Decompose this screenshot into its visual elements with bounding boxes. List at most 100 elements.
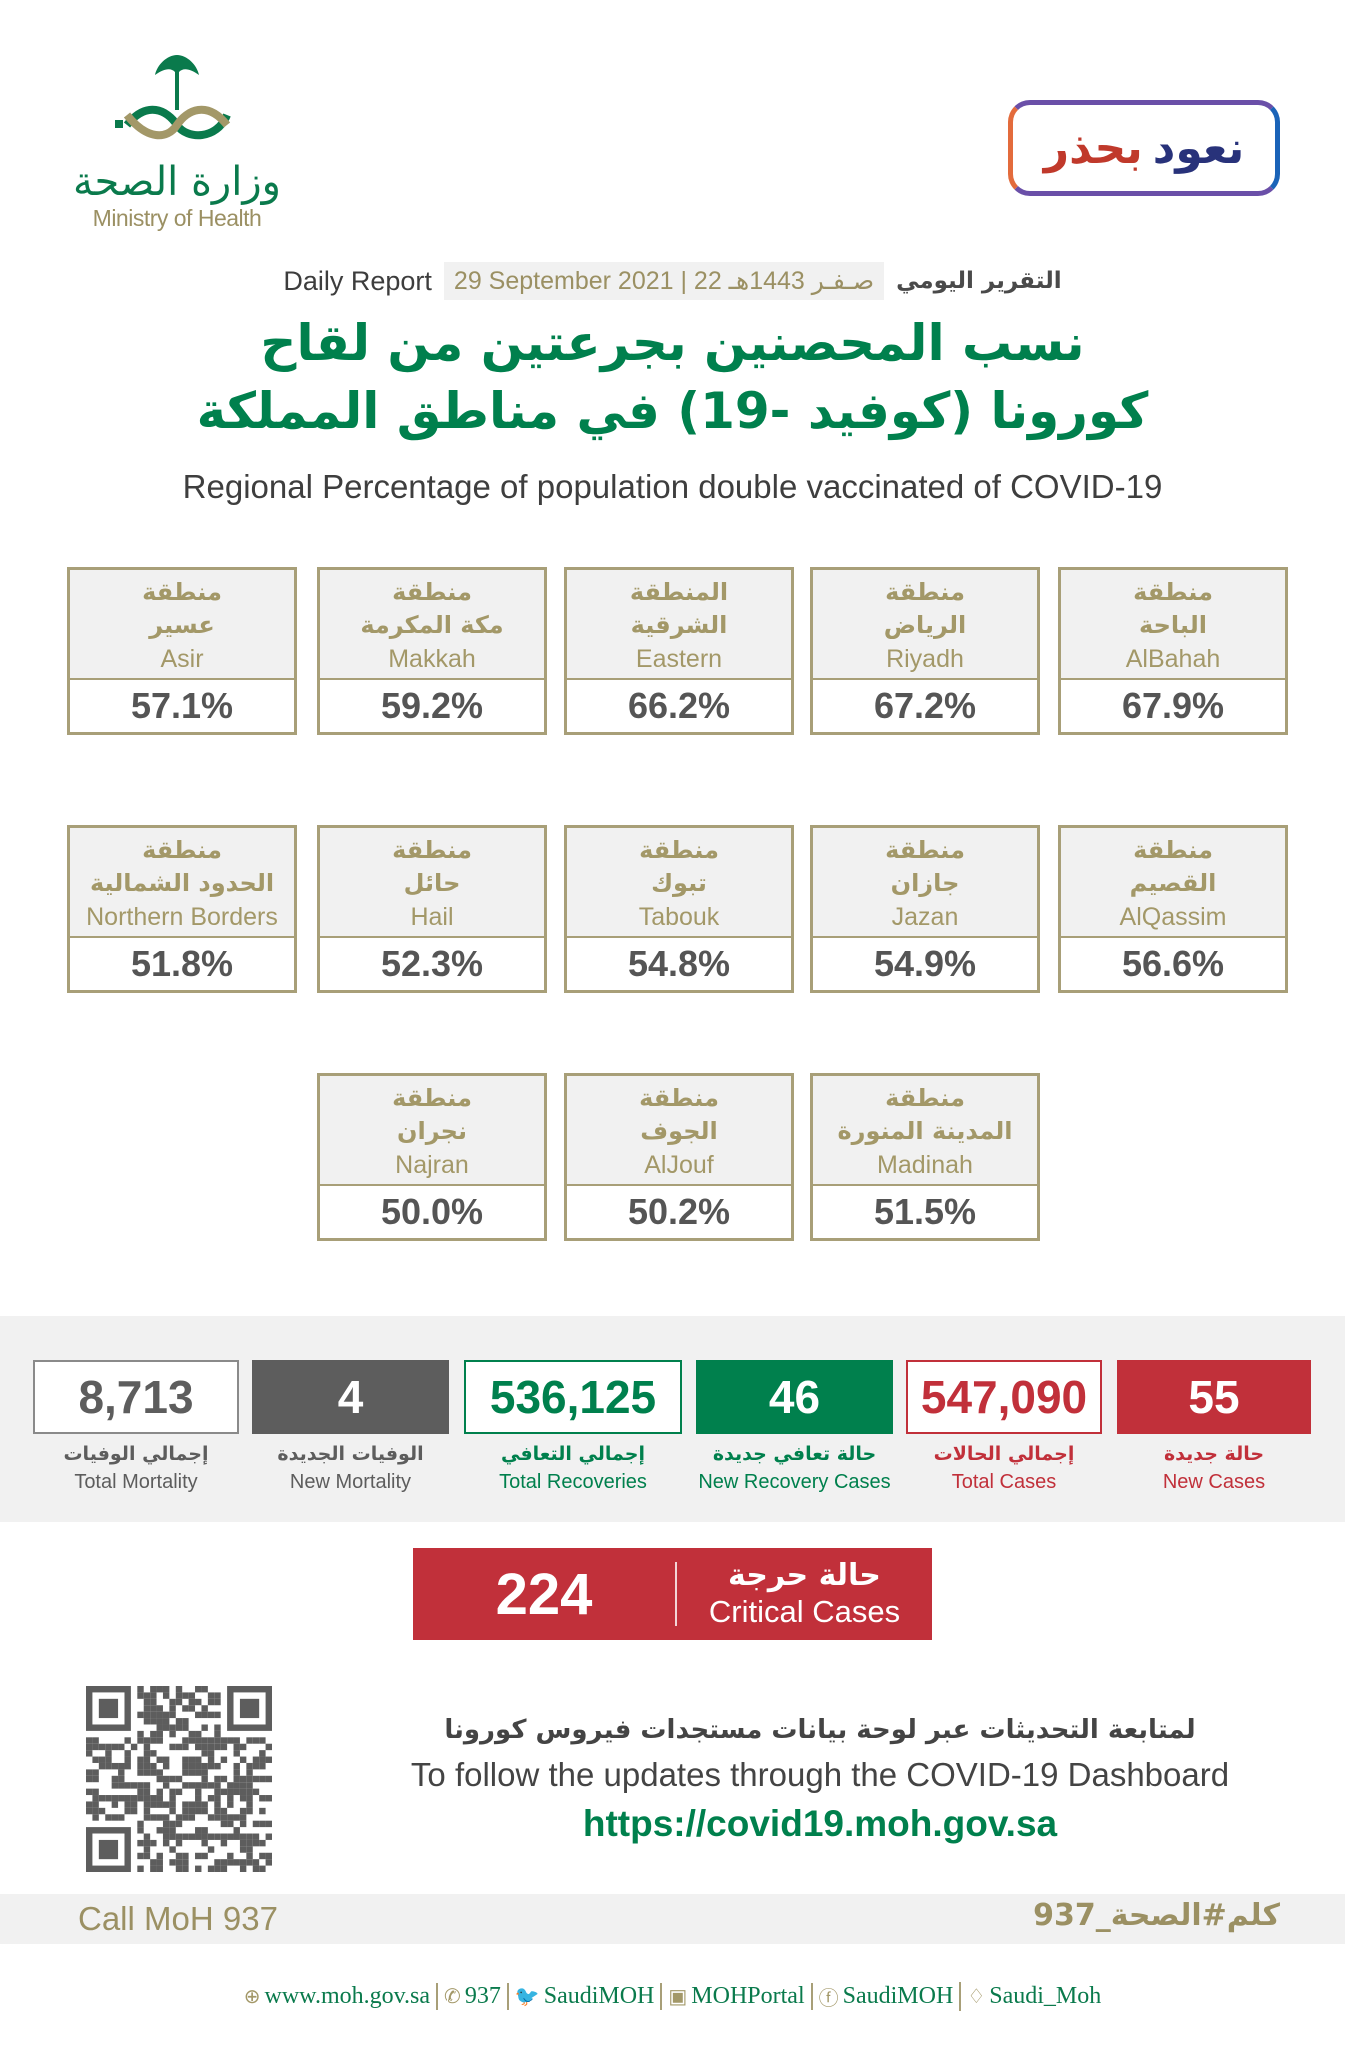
stat-label-en: Total Recoveries xyxy=(499,1471,647,1493)
region-card: منطقة حائل Hail 52.3% xyxy=(317,825,547,993)
social-link[interactable]: ✆ 937 xyxy=(438,1983,509,2010)
region-label-en: Tabouk xyxy=(638,903,720,931)
region-card: منطقة الرياض Riyadh 67.2% xyxy=(810,567,1040,735)
follow-text-ar: لمتابعة التحديثات عبر لوحة بيانات مستجدا… xyxy=(444,1715,1196,1745)
region-label-ar-1: منطقة xyxy=(1133,836,1213,864)
social-link[interactable]: ▣ MOHPortal xyxy=(662,1983,813,2010)
region-label-ar-1: منطقة xyxy=(142,836,222,864)
region-label-ar-1: منطقة xyxy=(392,578,472,606)
region-label-en: AlJouf xyxy=(644,1151,714,1179)
region-percentage: 57.1% xyxy=(130,685,234,726)
facebook-icon: ⓕ xyxy=(818,1988,839,2010)
region-header: منطقة عسير Asir xyxy=(70,570,294,680)
region-card: منطقة عسير Asir 57.1% xyxy=(67,567,297,735)
social-link-text: MOHPortal xyxy=(691,1983,805,2009)
region-header: منطقة المدينة المنورة Madinah xyxy=(813,1076,1037,1186)
region-label-ar-1: منطقة xyxy=(1133,578,1213,606)
region-percentage: 51.8% xyxy=(130,943,234,984)
region-label-en: AlBahah xyxy=(1125,645,1221,673)
slogan-badge: نعود بحذر xyxy=(1008,100,1280,196)
social-link[interactable]: ⊕ www.moh.gov.sa xyxy=(238,1983,439,2010)
stat-value-box: 536,125 xyxy=(464,1360,682,1434)
social-link[interactable]: ⓕ SaudiMOH xyxy=(813,1982,962,2011)
region-percentage: 66.2% xyxy=(627,685,731,726)
daily-report-label-en: Daily Report xyxy=(283,265,432,296)
region-percentage: 59.2% xyxy=(380,685,484,726)
region-label-ar-2: الشرقية xyxy=(630,611,728,639)
critical-cases-value: 224 xyxy=(495,1561,593,1627)
dashboard-link[interactable]: https://covid19.moh.gov.sa xyxy=(582,1803,1058,1844)
region-label-ar-1: منطقة xyxy=(142,578,222,606)
region-header: منطقة مكة المكرمة Makkah xyxy=(320,570,544,680)
region-card: منطقة الباحة AlBahah 67.9% xyxy=(1058,567,1288,735)
stat-value-box: 46 xyxy=(696,1360,893,1434)
region-label-en: Najran xyxy=(395,1151,469,1179)
globe-icon: ⊕ xyxy=(243,1986,261,2008)
phone-icon: ✆ xyxy=(444,1986,461,2008)
daily-report-label-ar: التقرير اليومي xyxy=(896,268,1062,294)
region-card: منطقة مكة المكرمة Makkah 59.2% xyxy=(317,567,547,735)
region-percentage: 67.9% xyxy=(1121,685,1225,726)
region-label-en: Makkah xyxy=(388,645,476,673)
region-header: المنطقة الشرقية Eastern xyxy=(567,570,791,680)
region-label-ar-1: المنطقة xyxy=(629,578,729,606)
region-header: منطقة تبوك Tabouk xyxy=(567,828,791,938)
youtube-icon: ▣ xyxy=(668,1986,688,2008)
stat-label-ar: حالة تعافي جديدة xyxy=(712,1443,877,1465)
region-label-en: Northern Borders xyxy=(86,903,278,931)
region-header: منطقة الحدود الشمالية Northern Borders xyxy=(70,828,294,938)
twitter-icon: 🐦 xyxy=(514,1986,540,2008)
stat-label-ar: إجمالي الوفيات xyxy=(63,1443,209,1465)
region-percentage: 52.3% xyxy=(380,943,484,984)
critical-cases-box: 224 حالة حرجة Critical Cases xyxy=(413,1548,932,1640)
title-arabic-line2: كورونا (كوفيد -19) في مناطق المملكة xyxy=(196,382,1149,440)
dashboard-info: لمتابعة التحديثات عبر لوحة بيانات مستجدا… xyxy=(360,1708,1280,1850)
region-label-ar-2: جازان xyxy=(890,869,960,897)
stat-label: الوفيات الجديدة New Mortality xyxy=(232,1440,469,1496)
stat-label: حالة جديدة New Cases xyxy=(1097,1440,1331,1496)
stat-label-en: Total Cases xyxy=(951,1471,1057,1493)
social-link-text: Saudi_Moh xyxy=(989,1983,1102,2009)
stat-label-ar: إجمالي التعافي xyxy=(501,1443,645,1465)
stat-label-en: Total Mortality xyxy=(74,1471,198,1493)
region-header: منطقة الباحة AlBahah xyxy=(1061,570,1285,680)
region-percentage: 50.0% xyxy=(380,1191,484,1232)
region-label-en: Hail xyxy=(410,903,454,931)
region-label-en: Jazan xyxy=(891,903,959,931)
region-label-en: Madinah xyxy=(877,1151,973,1179)
critical-cases-label-ar: حالة حرجة xyxy=(728,1558,881,1593)
region-header: منطقة نجران Najran xyxy=(320,1076,544,1186)
slogan-part2: بحذر xyxy=(1043,122,1143,174)
region-header: منطقة القصيم AlQassim xyxy=(1061,828,1285,938)
region-card: منطقة القصيم AlQassim 56.6% xyxy=(1058,825,1288,993)
stat-value-box: 8,713 xyxy=(33,1360,239,1434)
slogan-part1: نعود xyxy=(1152,122,1245,174)
stat-label-ar: حالة جديدة xyxy=(1163,1443,1265,1465)
region-card: منطقة المدينة المنورة Madinah 51.5% xyxy=(810,1073,1040,1241)
region-label-ar-2: الرياض xyxy=(883,611,967,639)
stat-value-box: 55 xyxy=(1117,1360,1311,1434)
social-link[interactable]: 🐦 SaudiMOH xyxy=(509,1983,663,2010)
region-label-ar-1: منطقة xyxy=(392,1084,472,1112)
region-label-ar-1: منطقة xyxy=(885,1084,965,1112)
moh-logo: وزارة الصحة Ministry of Health xyxy=(62,50,292,240)
stat-label-en: New Cases xyxy=(1162,1471,1266,1493)
social-links: ⊕ www.moh.gov.sa ✆ 937 🐦 SaudiMOH ▣ MOHPortal ⓕ S… xyxy=(0,1982,1345,2011)
hashtag: كلم#الصحة_937 xyxy=(1033,1898,1280,1933)
stat-label-en: New Mortality xyxy=(289,1471,412,1493)
stat-value-box: 4 xyxy=(252,1360,449,1434)
region-percentage: 67.2% xyxy=(873,685,977,726)
qr-code[interactable] xyxy=(86,1686,272,1872)
report-date: 29 September 2021 | 22 صـفـر 1443هـ xyxy=(443,262,885,300)
region-header: منطقة حائل Hail xyxy=(320,828,544,938)
region-label-en: Riyadh xyxy=(886,645,964,673)
region-label-ar-1: منطقة xyxy=(885,578,965,606)
region-header: منطقة جازان Jazan xyxy=(813,828,1037,938)
stat-label: إجمالي الوفيات Total Mortality xyxy=(13,1440,259,1496)
region-label-ar-2: تبوك xyxy=(651,869,707,897)
region-label-ar-1: منطقة xyxy=(639,1084,719,1112)
social-link[interactable]: ♢ Saudi_Moh xyxy=(961,1983,1107,2010)
call-moh-text: Call MoH 937 xyxy=(78,1900,278,1937)
social-link-text: www.moh.gov.sa xyxy=(264,1983,431,2009)
snapchat-icon: ♢ xyxy=(967,1986,986,2008)
